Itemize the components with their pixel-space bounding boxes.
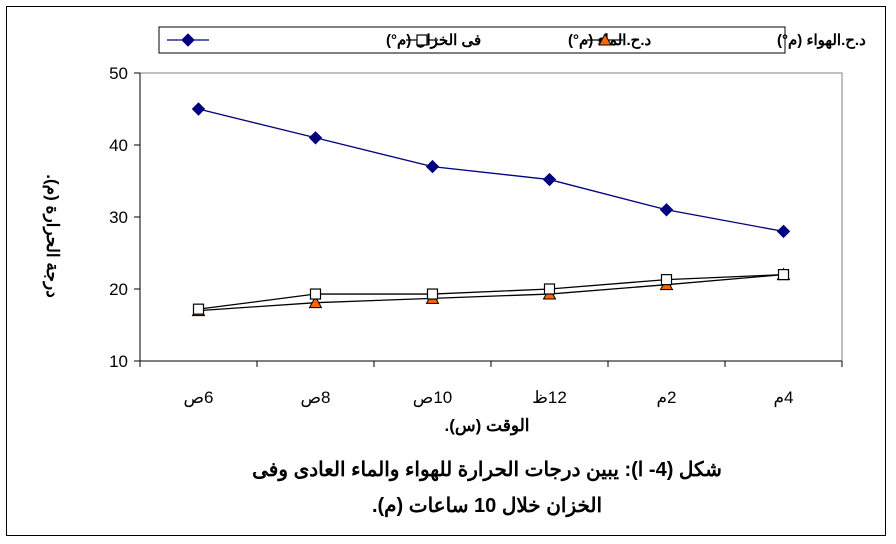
y-tick-label: 30 [109,208,128,227]
data-point [426,288,439,300]
data-point [543,283,556,295]
x-tick-label: 10ص [413,388,452,408]
y-tick-label: 40 [109,136,128,155]
data-point [191,102,206,116]
x-tick-label: 6ص [183,388,213,408]
y-tick-label: 20 [109,280,128,299]
series-line [198,108,784,233]
data-point [776,224,791,239]
legend-marker [416,34,428,46]
series-line [198,273,784,310]
data-point [425,159,440,174]
x-axis: 6ص 8ص 10ص 12ظ 2م 4م [139,360,843,408]
data-point [192,303,205,315]
legend-marker [181,33,195,47]
legend-marker [598,32,612,46]
data-point [308,131,323,145]
data-point [542,172,557,187]
x-tick-label: 8ص [300,388,330,408]
plot-border [139,72,843,362]
figure-caption-line-1: شكل (4- ا): يبين درجات الحرارة للهواء وا… [252,459,722,481]
x-axis-title: الوقت (س). [444,416,529,436]
legend: فى الخزان (م°) د.ح.الماء (م°) د.ح.الهواء (… [158,26,866,54]
data-point [659,203,674,217]
x-tick-label: 4م [774,388,794,408]
series-diamond [191,102,791,239]
data-point [777,269,790,281]
y-tick-label: 50 [109,64,128,83]
data-point [309,288,322,300]
legend-item: د.ح.الهواء (م°) [587,32,866,49]
y-axis-title: درجة الحرارة (م). [42,174,62,298]
y-tick-label: 10 [109,352,128,371]
legend-box [158,26,786,54]
x-tick-label: 12ظ [532,388,567,407]
series-square-open [192,269,790,315]
series-line [198,273,784,312]
figure-frame: فى الخزان (م°) د.ح.الماء (م°) د.ح.الهواء (… [6,6,886,536]
data-point [308,295,323,309]
x-tick-label: 2م [657,388,677,408]
legend-label: د.ح.الهواء (م°) [777,32,866,49]
plot-area [139,72,843,362]
data-point [660,274,673,286]
figure-caption-line-2: الخزان خلال 10 ساعات (م). [371,495,603,517]
y-axis: 10 20 30 40 50 [109,64,141,371]
line-chart: فى الخزان (م°) د.ح.الماء (م°) د.ح.الهواء (… [42,26,866,436]
